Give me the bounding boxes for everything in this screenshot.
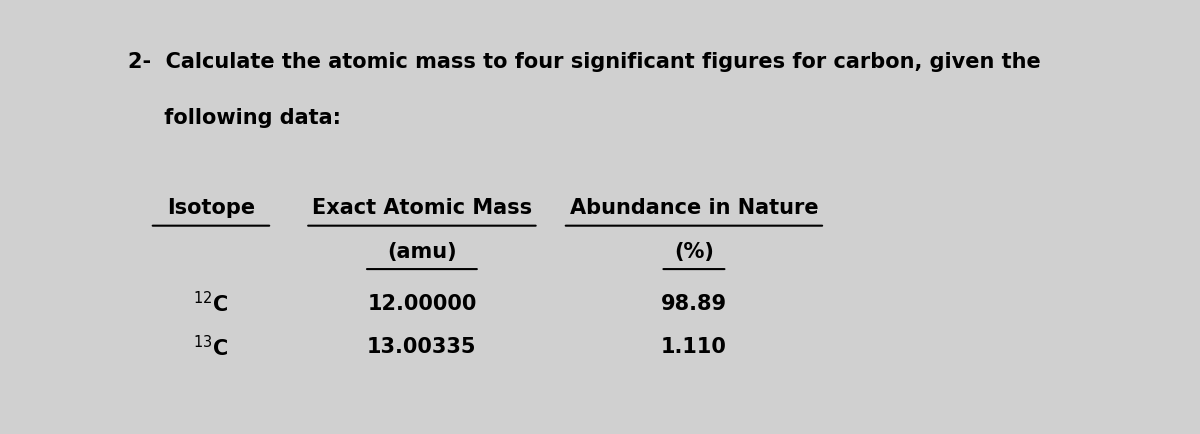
Text: (%): (%): [674, 242, 714, 262]
Text: Exact Atomic Mass: Exact Atomic Mass: [312, 198, 532, 218]
Text: 98.89: 98.89: [661, 294, 727, 314]
Text: Isotope: Isotope: [167, 198, 256, 218]
Text: following data:: following data:: [127, 108, 341, 128]
Text: 12.00000: 12.00000: [367, 294, 476, 314]
Text: (amu): (amu): [388, 242, 457, 262]
Text: 2-  Calculate the atomic mass to four significant figures for carbon, given the: 2- Calculate the atomic mass to four sig…: [127, 52, 1040, 72]
Text: Abundance in Nature: Abundance in Nature: [570, 198, 818, 218]
Text: 13.00335: 13.00335: [367, 337, 476, 357]
Text: $^{13}$C: $^{13}$C: [193, 335, 229, 360]
Text: $^{12}$C: $^{12}$C: [193, 291, 229, 316]
Text: 1.110: 1.110: [661, 337, 727, 357]
